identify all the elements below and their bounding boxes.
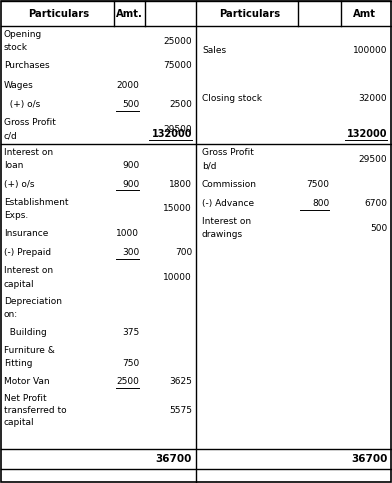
Text: 300: 300 (122, 248, 139, 257)
Text: Particulars: Particulars (220, 9, 280, 18)
Text: 25000: 25000 (163, 37, 192, 46)
Text: Closing stock: Closing stock (202, 94, 262, 103)
Text: 2000: 2000 (116, 81, 139, 90)
Text: 15000: 15000 (163, 204, 192, 213)
Text: 3625: 3625 (169, 377, 192, 386)
Text: Depreciation: Depreciation (4, 297, 62, 306)
Text: 900: 900 (122, 161, 139, 170)
Text: Insurance: Insurance (4, 229, 48, 238)
Text: 6700: 6700 (364, 199, 387, 208)
Text: 2500: 2500 (116, 377, 139, 386)
Text: 500: 500 (370, 224, 387, 233)
Text: (-) Prepaid: (-) Prepaid (4, 248, 51, 257)
Text: on:: on: (4, 310, 18, 319)
Text: Net Profit: Net Profit (4, 394, 47, 403)
Text: Furniture &: Furniture & (4, 346, 55, 355)
Text: 750: 750 (122, 359, 139, 369)
Text: 2500: 2500 (169, 100, 192, 109)
Text: drawings: drawings (202, 230, 243, 239)
Text: Gross Profit: Gross Profit (4, 118, 56, 127)
Text: Interest on: Interest on (4, 267, 53, 275)
Text: 132000: 132000 (152, 129, 192, 139)
Text: 700: 700 (175, 248, 192, 257)
Text: 32000: 32000 (359, 94, 387, 103)
Text: 36700: 36700 (156, 455, 192, 465)
Text: 500: 500 (122, 100, 139, 109)
Text: 75000: 75000 (163, 61, 192, 71)
Text: 1800: 1800 (169, 180, 192, 188)
Text: (+) o/s: (+) o/s (4, 180, 34, 188)
Text: 1000: 1000 (116, 229, 139, 238)
Text: Amt: Amt (353, 9, 376, 18)
Text: loan: loan (4, 161, 23, 170)
Text: 800: 800 (312, 199, 329, 208)
Text: capital: capital (4, 418, 34, 427)
Text: Amt.: Amt. (116, 9, 143, 18)
Text: 29500: 29500 (359, 155, 387, 164)
Text: Fitting: Fitting (4, 359, 33, 369)
Text: Commission: Commission (202, 180, 257, 188)
Text: stock: stock (4, 43, 28, 52)
Text: 132000: 132000 (347, 129, 387, 139)
Text: 36700: 36700 (351, 455, 387, 465)
Text: Interest on: Interest on (202, 217, 251, 226)
Text: transferred to: transferred to (4, 406, 67, 415)
Text: 100000: 100000 (353, 46, 387, 55)
Text: Opening: Opening (4, 30, 42, 39)
Text: b/d: b/d (202, 161, 216, 170)
Text: Gross Profit: Gross Profit (202, 148, 254, 157)
Text: Building: Building (4, 328, 47, 337)
Text: Wages: Wages (4, 81, 34, 90)
Text: 5575: 5575 (169, 406, 192, 415)
Text: Particulars: Particulars (28, 9, 89, 18)
Text: Establishment: Establishment (4, 198, 69, 207)
Text: Sales: Sales (202, 46, 226, 55)
Text: 375: 375 (122, 328, 139, 337)
Text: Motor Van: Motor Van (4, 377, 49, 386)
Text: Interest on: Interest on (4, 148, 53, 157)
Text: capital: capital (4, 280, 34, 289)
Text: 900: 900 (122, 180, 139, 188)
Text: 7500: 7500 (306, 180, 329, 188)
Text: Purchases: Purchases (4, 61, 49, 71)
Text: 10000: 10000 (163, 273, 192, 282)
Text: c/d: c/d (4, 131, 18, 141)
Text: (-) Advance: (-) Advance (202, 199, 254, 208)
Text: Exps.: Exps. (4, 211, 28, 220)
Text: 29500: 29500 (163, 125, 192, 134)
Text: (+) o/s: (+) o/s (4, 100, 40, 109)
